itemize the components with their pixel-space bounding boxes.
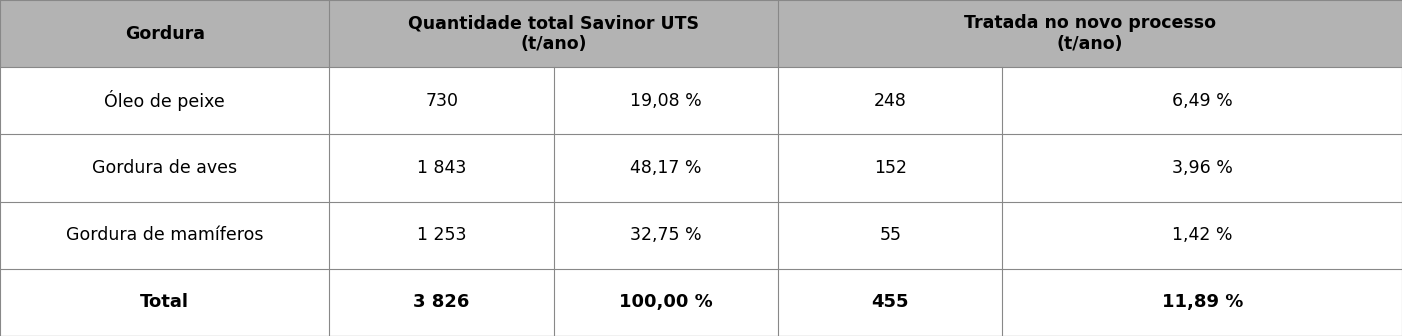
Text: 3,96 %: 3,96 % [1172, 159, 1232, 177]
Text: 1 843: 1 843 [416, 159, 467, 177]
Text: Gordura de aves: Gordura de aves [93, 159, 237, 177]
Text: Quantidade total Savinor UTS
(t/ano): Quantidade total Savinor UTS (t/ano) [408, 14, 700, 53]
Text: 11,89 %: 11,89 % [1161, 293, 1244, 311]
Text: 100,00 %: 100,00 % [620, 293, 712, 311]
Text: Óleo de peixe: Óleo de peixe [104, 90, 226, 111]
Text: 6,49 %: 6,49 % [1172, 92, 1232, 110]
Text: Gordura de mamíferos: Gordura de mamíferos [66, 226, 264, 244]
Text: 730: 730 [425, 92, 458, 110]
Text: 19,08 %: 19,08 % [629, 92, 702, 110]
Text: Tratada no novo processo
(t/ano): Tratada no novo processo (t/ano) [965, 14, 1216, 53]
Bar [0, 269, 1402, 336]
Text: 3 826: 3 826 [414, 293, 470, 311]
Bar [0, 134, 1402, 202]
Text: 248: 248 [873, 92, 907, 110]
Text: 455: 455 [872, 293, 908, 311]
Text: 48,17 %: 48,17 % [631, 159, 701, 177]
Bar [0, 202, 1402, 269]
Bar [0, 67, 1402, 134]
Text: 55: 55 [879, 226, 901, 244]
Text: 152: 152 [873, 159, 907, 177]
Text: Total: Total [140, 293, 189, 311]
Bar [0, 0, 1402, 67]
Text: 1 253: 1 253 [416, 226, 467, 244]
Text: Gordura: Gordura [125, 25, 205, 43]
Text: 1,42 %: 1,42 % [1172, 226, 1232, 244]
Text: 32,75 %: 32,75 % [629, 226, 702, 244]
